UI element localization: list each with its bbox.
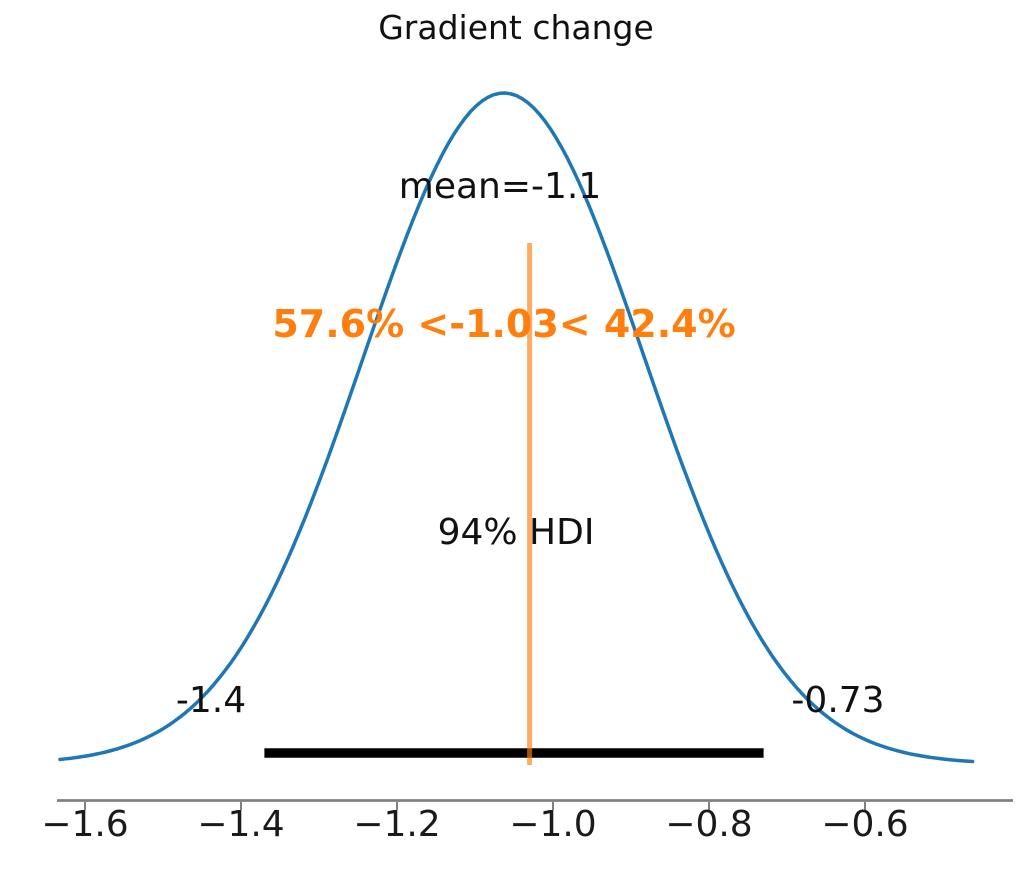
x-tick-label: −0.8 xyxy=(665,804,753,845)
hdi-upper-annotation: -0.73 xyxy=(791,680,885,721)
x-tick-label: −1.4 xyxy=(197,804,285,845)
x-tick-label: −0.6 xyxy=(821,804,909,845)
hdi-lower-annotation: -1.4 xyxy=(175,680,247,721)
ref-val-annotation: 57.6% <-1.03< 42.4% xyxy=(272,302,736,346)
hdi-prob-annotation: 94% HDI xyxy=(437,512,595,553)
kde-curve xyxy=(58,91,975,764)
x-tick-label: −1.6 xyxy=(41,804,129,845)
plot-title: Gradient change xyxy=(378,8,654,47)
mean-annotation: mean=-1.1 xyxy=(398,166,602,207)
x-tick-label: −1.0 xyxy=(509,804,597,845)
x-tick-label: −1.2 xyxy=(353,804,441,845)
